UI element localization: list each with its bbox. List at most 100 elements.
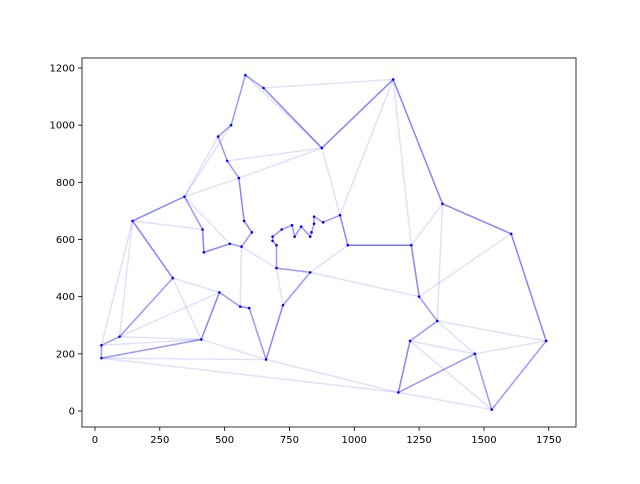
edge [392,79,413,246]
edge [201,229,205,253]
x-tick-label: 1500 [471,435,496,446]
node [293,235,296,238]
tour-edge [442,203,512,235]
edge [409,340,476,355]
y-tick-label: 0 [69,406,75,417]
node [473,352,477,356]
tour-edge [203,243,231,254]
tour-edge [101,338,202,359]
edge [101,357,399,394]
edge [203,243,231,254]
tour-edge [322,214,341,224]
tour-edge [217,124,232,138]
tour-edge [240,231,253,248]
edge [183,124,232,198]
node [238,305,242,308]
tour-edge [131,220,174,279]
node [280,228,283,231]
x-tick-label: 1750 [536,435,561,446]
node [308,235,312,238]
tour-edge [229,243,242,248]
node [228,242,232,246]
edge [321,78,394,149]
node [544,339,548,343]
edge [436,320,476,355]
tour-edge [183,196,204,230]
edge [132,195,185,222]
tour-edge [230,74,247,126]
x-tick-label: 500 [215,435,234,446]
edge [240,305,250,309]
node [321,221,325,224]
node [338,213,342,217]
edge [265,358,399,394]
edge [101,338,202,347]
tour-edge [132,195,185,222]
edge [244,74,323,149]
tour-edge [276,267,311,274]
edge [321,147,341,216]
node [509,232,513,236]
edge [227,147,322,162]
tour-edge [310,223,315,233]
edge [339,79,394,216]
node [183,195,186,198]
node [490,408,494,411]
edge [339,215,349,246]
edge [442,203,512,235]
node [100,356,103,360]
node [201,228,204,231]
node [262,86,265,90]
node [312,222,316,226]
tour-edge [510,233,547,342]
tour-edge [294,226,302,238]
tour-edge [243,220,253,233]
tour-edge [474,353,493,410]
node [202,251,206,254]
node [320,146,324,150]
edge [183,136,219,197]
x-tick-label: 1000 [342,435,367,446]
tour-edge [418,296,438,322]
node [290,223,294,227]
edge [397,340,411,393]
tour-edge [101,336,120,346]
edge [436,203,444,321]
tour-edge [397,340,411,393]
node [131,219,134,223]
y-tick-label: 600 [56,235,75,246]
node [346,243,350,247]
node [218,291,221,294]
edge [410,203,444,246]
tour-edge [201,229,205,253]
tour-edge [200,292,221,340]
edge [409,340,493,411]
x-tick-label: 0 [92,435,98,446]
node [275,243,278,247]
edge [238,177,245,222]
node [397,391,400,394]
edge [510,233,547,342]
edge [172,277,202,340]
edge [101,357,267,361]
tour-edge [262,87,323,149]
tour-edge [392,79,444,205]
node [271,235,274,238]
node [410,243,413,247]
tour-edge [226,160,240,179]
edge [262,87,323,149]
node [308,271,312,274]
node [417,295,421,298]
edge [263,78,394,89]
node [216,135,220,138]
tour-edge [321,78,394,149]
node [171,276,175,280]
edge [184,177,240,198]
node [118,335,121,338]
tour-edge [217,136,228,162]
tour-edge [281,224,293,231]
edge [100,220,134,346]
tour-edge [219,291,241,308]
edge [310,271,420,298]
